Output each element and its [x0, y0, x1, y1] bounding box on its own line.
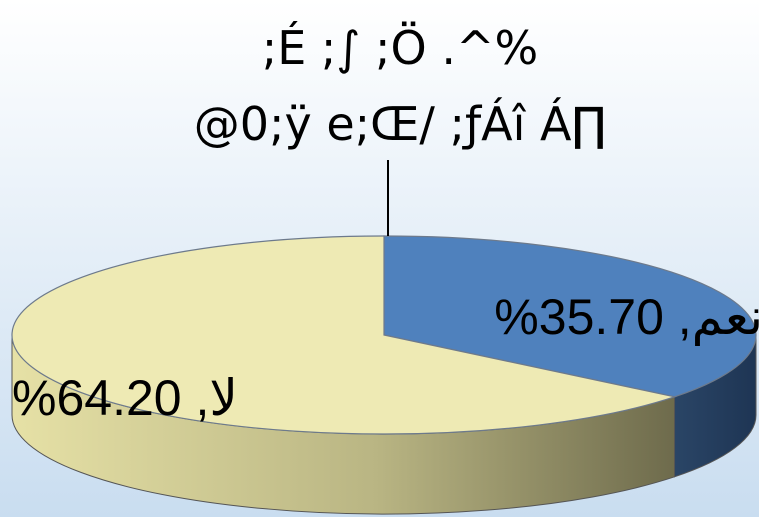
slice-no [11, 235, 677, 435]
slice-label-no: %64.20 ,لا [12, 370, 238, 426]
chart-title-line-2: @0;ÿ e;Œ/ ;ƒÁî Á∏ [194, 97, 607, 151]
slice-yes [383, 235, 757, 398]
slice-label-yes: %35.70 ,نعم [494, 289, 759, 347]
chart-title-line-1: ;É ;∫ ;Ö .^% [262, 21, 538, 75]
